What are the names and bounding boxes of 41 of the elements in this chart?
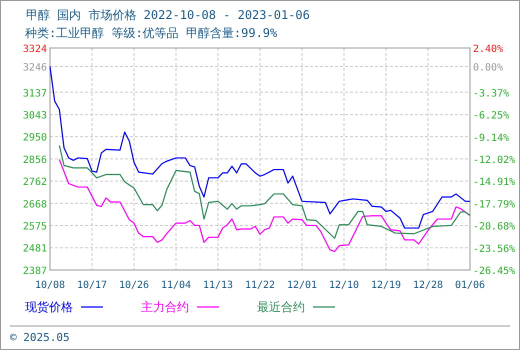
y2-tick-label: -20.68%: [473, 222, 516, 233]
x-tick-label: 12/10: [328, 280, 360, 291]
line-series: [58, 144, 471, 239]
y2-tick-label: -23.56%: [473, 244, 516, 255]
chart-title: 甲醇 国内 市场价格 2022-10-08 - 2023-01-06: [26, 8, 310, 22]
y-tick-label: 2856: [22, 154, 47, 166]
text: © 2025.05: [10, 331, 70, 344]
y2-tick-label: -26.45%: [473, 266, 516, 277]
x-tick-label: 10/17: [76, 280, 108, 291]
y-tick-label: 3043: [22, 110, 47, 122]
y-tick-label: 2575: [22, 221, 47, 232]
y2-tick-label: 2.40%: [473, 44, 504, 55]
y2-tick-label: -3.37%: [473, 88, 510, 100]
y-tick-label: 2668: [22, 199, 47, 210]
y-tick-label: 2950: [22, 132, 47, 144]
y2-tick-label: -17.79%: [473, 199, 516, 210]
y2-tick-label: -14.91%: [473, 177, 516, 188]
x-tick-label: 10/26: [118, 280, 150, 291]
y-tick-label: 2762: [22, 177, 47, 188]
legend-label: 现货价格: [25, 300, 73, 314]
line-series: [49, 66, 471, 229]
x-tick-label: 10/08: [34, 280, 66, 291]
x-tick-label: 12/28: [412, 280, 444, 291]
x-tick-label: 12/19: [370, 280, 402, 291]
x-tick-label: 11/13: [202, 280, 234, 291]
y-tick-label: 2481: [22, 244, 47, 255]
y-tick-label: 3246: [22, 62, 47, 74]
chart-subtitle: 种类:工业甲醇 等级:优等品 甲醇含量:99.9%: [25, 26, 278, 40]
y-tick-label: 3137: [22, 88, 47, 100]
y-tick-label: 3324: [22, 44, 47, 55]
y2-tick-label: -12.02%: [473, 154, 516, 166]
y2-tick-label: -9.14%: [473, 132, 510, 144]
x-tick-label: 12/01: [286, 280, 318, 291]
legend-label: 最近合约: [257, 300, 305, 314]
legend-label: 主力合约: [141, 300, 189, 314]
x-tick-label: 11/04: [160, 280, 192, 291]
y2-tick-label: 0.00%: [473, 62, 504, 74]
y2-tick-label: -6.25%: [473, 110, 510, 122]
x-tick-label: 11/22: [244, 280, 276, 291]
y-tick-label: 2387: [22, 266, 47, 277]
x-tick-label: 01/06: [454, 280, 486, 291]
